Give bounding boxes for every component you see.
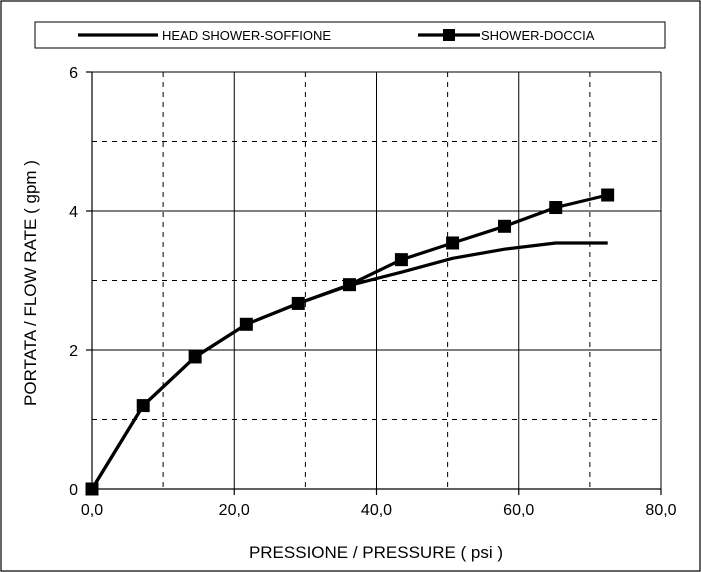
data-point-shower-doccia [291, 296, 305, 310]
legend: HEAD SHOWER-SOFFIONE SHOWER-DOCCIA [34, 21, 666, 49]
data-point-shower-doccia [498, 219, 512, 233]
y-tick-label: 4 [69, 204, 78, 221]
y-axis-title: PORTATA / FLOW RATE ( gpm ) [21, 160, 40, 406]
data-point-shower-doccia [446, 236, 460, 250]
data-point-shower-doccia [188, 350, 202, 364]
data-point-shower-doccia [342, 278, 356, 292]
x-tick-label: 40,0 [361, 502, 392, 519]
data-point-shower-doccia [601, 188, 615, 202]
data-point-shower-doccia [394, 253, 408, 267]
x-tick-label: 60,0 [503, 502, 534, 519]
x-tick-label: 20,0 [219, 502, 250, 519]
x-axis-title: PRESSIONE / PRESSURE ( psi ) [249, 543, 503, 562]
data-point-shower-doccia [549, 201, 563, 215]
y-tick-label: 6 [69, 65, 78, 82]
grid [92, 71, 662, 489]
series-layer [85, 188, 615, 496]
data-point-shower-doccia [85, 482, 99, 496]
legend-marker-shower-doccia [443, 29, 455, 41]
data-point-shower-doccia [239, 317, 253, 331]
data-point-shower-doccia [136, 399, 150, 413]
y-tick-label: 2 [69, 343, 78, 360]
legend-label-head-shower: HEAD SHOWER-SOFFIONE [162, 28, 331, 43]
legend-label-shower-doccia: SHOWER-DOCCIA [481, 28, 595, 43]
x-tick-label: 80,0 [645, 502, 676, 519]
y-tick-label: 0 [69, 482, 78, 499]
x-tick-label: 0,0 [81, 502, 103, 519]
